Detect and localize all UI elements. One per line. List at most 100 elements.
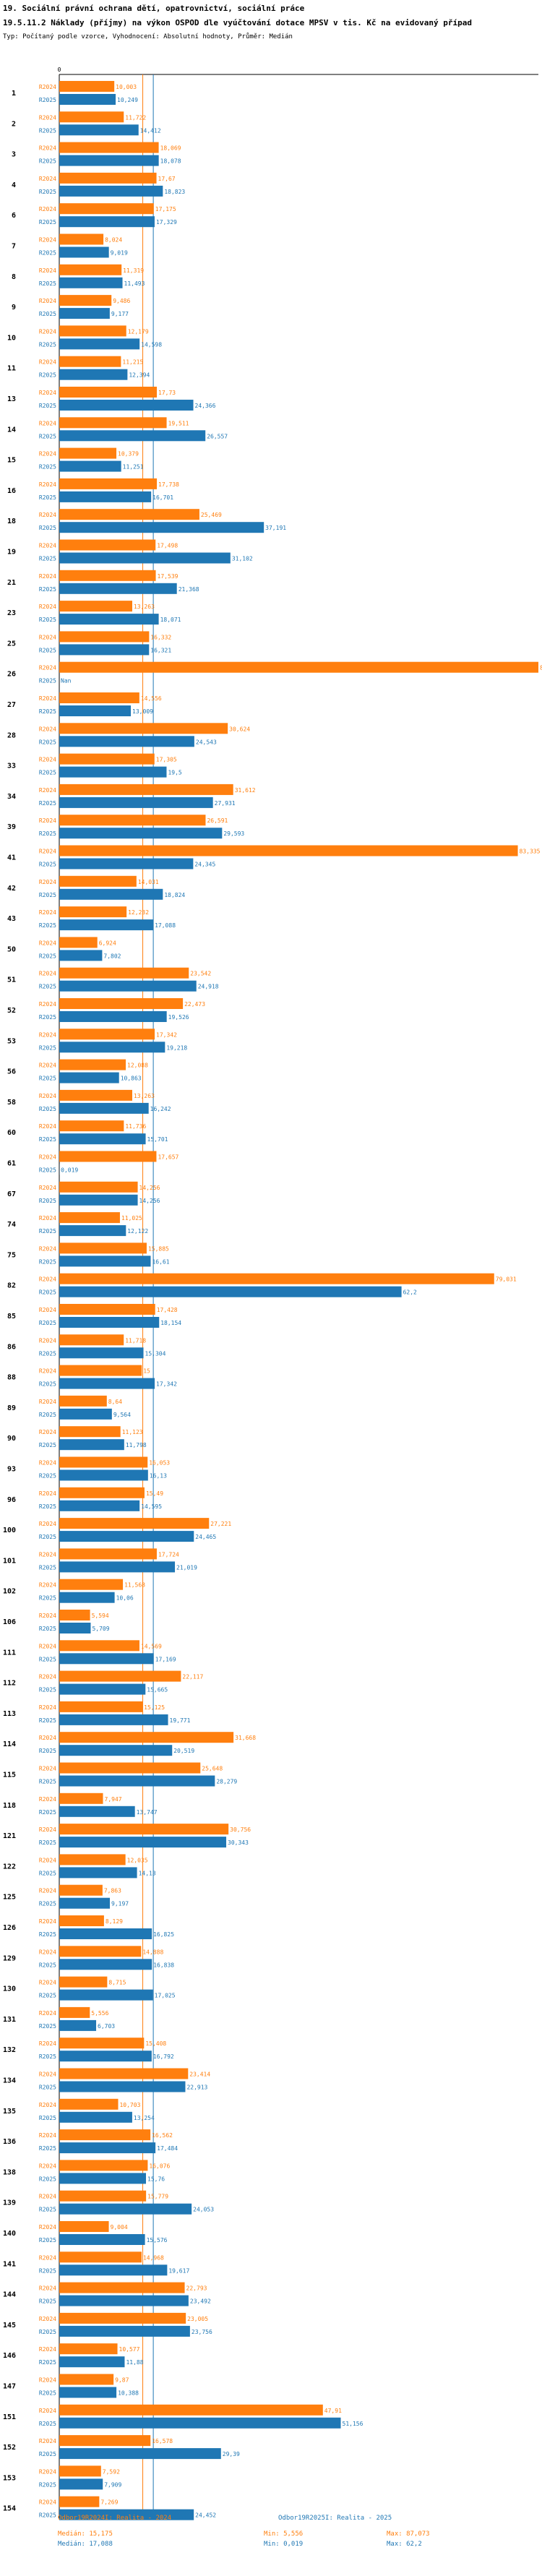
bar-r2024: [59, 1212, 120, 1224]
value-label-r2024: 10,003: [116, 84, 137, 90]
series-label-r2025: R2025: [39, 1076, 56, 1082]
bar-r2024: [59, 967, 189, 979]
bar-r2024: [59, 2251, 142, 2263]
bar-r2025: [59, 950, 103, 961]
series-label-r2025: R2025: [39, 127, 56, 134]
value-label-r2024: 11,215: [122, 359, 143, 366]
value-label-r2025: 30,343: [228, 1839, 249, 1846]
value-label-r2025: 9,177: [111, 311, 129, 317]
value-label-r2024: 16,053: [149, 1460, 170, 1467]
category-label: 26: [7, 671, 16, 679]
value-label-r2024: 14,031: [138, 879, 159, 885]
series-label-r2025: R2025: [39, 525, 56, 531]
bar-r2025: [59, 1592, 115, 1603]
bar-r2025: [59, 1806, 135, 1817]
series-label-r2025: R2025: [39, 1595, 56, 1602]
value-label-r2024: 31,612: [235, 787, 256, 794]
category-label: 130: [3, 1985, 16, 1993]
series-label-r2025: R2025: [39, 800, 56, 807]
bar-r2024: [59, 539, 156, 551]
series-label-r2025: R2025: [39, 770, 56, 776]
median-r2025: Medián: 17,088: [58, 2541, 113, 2548]
value-label-r2025: 24,345: [194, 862, 215, 868]
value-label-r2025: 7,909: [104, 2481, 121, 2488]
value-label-r2024: 27,221: [210, 1521, 231, 1527]
value-label-r2025: 9,019: [111, 250, 128, 257]
category-label: 3: [12, 151, 16, 159]
value-label-r2024: 16,076: [149, 2163, 170, 2169]
bar-r2024: [59, 111, 124, 123]
bar-r2025: [59, 1347, 144, 1359]
bar-r2025: [59, 400, 194, 411]
value-label-r2024: 11,736: [125, 1123, 146, 1130]
bar-r2025: [59, 583, 177, 594]
category-label: 16: [7, 487, 16, 495]
value-label-r2024: 17,498: [157, 543, 178, 549]
series-label-r2024: R2024: [39, 2316, 56, 2322]
bar-r2025: [59, 1102, 149, 1114]
value-label-r2024: 87,073: [540, 665, 542, 671]
series-label-r2024: R2024: [39, 1093, 56, 1099]
bar-r2024: [59, 2068, 189, 2079]
value-label-r2024: 17,428: [157, 1307, 178, 1313]
value-label-r2024: 15: [143, 1368, 150, 1375]
bar-r2024: [59, 1915, 104, 1926]
bar-r2024: [59, 1732, 234, 1743]
series-label-r2025: R2025: [39, 1198, 56, 1204]
value-label-r2025: 23,492: [190, 2298, 211, 2305]
value-label-r2025: 20,519: [173, 1748, 194, 1754]
series-label-r2025: R2025: [39, 2451, 56, 2457]
bar-r2025: [59, 705, 132, 716]
bar-r2024: [59, 1518, 210, 1529]
value-label-r2024: 22,793: [186, 2285, 207, 2292]
value-label-r2024: 30,756: [230, 1826, 251, 1833]
series-label-r2024: R2024: [39, 2499, 56, 2506]
bar-r2025: [59, 797, 213, 808]
series-label-r2025: R2025: [39, 2512, 56, 2519]
value-label-r2024: 22,117: [182, 1674, 203, 1680]
category-label: 33: [7, 763, 16, 770]
value-label-r2024: 12,088: [127, 1062, 148, 1069]
category-label: 43: [7, 915, 16, 923]
series-label-r2024: R2024: [39, 1276, 56, 1283]
category-label: 121: [3, 1832, 16, 1840]
value-label-r2025: 21,019: [176, 1564, 197, 1571]
series-label-r2025: R2025: [39, 2085, 56, 2091]
series-label-r2025: R2025: [39, 2207, 56, 2213]
value-label-r2024: 8,64: [108, 1399, 122, 1405]
category-label: 145: [3, 2322, 16, 2330]
category-label: 61: [7, 1160, 16, 1168]
value-label-r2025: 16,13: [150, 1473, 167, 1480]
series-label-r2024: R2024: [39, 1307, 56, 1313]
value-label-r2025: 24,465: [195, 1534, 216, 1540]
bar-r2025: [59, 919, 154, 931]
series-label-r2025: R2025: [39, 250, 56, 257]
category-label: 42: [7, 885, 16, 893]
bar-r2024: [59, 478, 158, 489]
series-label-r2025: R2025: [39, 433, 56, 439]
bar-r2025: [59, 2325, 190, 2337]
series-label-r2024: R2024: [39, 1154, 56, 1161]
value-label-r2024: 17,67: [158, 176, 176, 182]
category-label: 125: [3, 1894, 16, 1902]
bar-r2024: [59, 692, 139, 703]
value-label-r2025: 19,771: [170, 1717, 191, 1724]
bar-r2025: [59, 155, 159, 166]
series-label-r2025: R2025: [39, 1014, 56, 1021]
value-label-r2025: 18,823: [164, 189, 185, 195]
series-label-r2025: R2025: [39, 2023, 56, 2030]
category-label: 85: [7, 1313, 16, 1321]
bar-r2025: [59, 94, 116, 105]
bar-r2024: [59, 783, 233, 795]
series-label-r2025: R2025: [39, 1779, 56, 1785]
bar-r2024: [59, 906, 127, 918]
value-label-r2025: 22,913: [186, 2085, 207, 2091]
series-label-r2024: R2024: [39, 695, 56, 702]
bar-r2025: [59, 1378, 155, 1389]
value-label-r2025: 13,747: [137, 1809, 158, 1816]
value-label-r2025: 5,709: [92, 1626, 109, 1632]
bar-r2024: [59, 661, 538, 673]
series-label-r2025: R2025: [39, 2421, 56, 2427]
series-label-r2024: R2024: [39, 1062, 56, 1069]
bar-r2024: [59, 2282, 185, 2293]
